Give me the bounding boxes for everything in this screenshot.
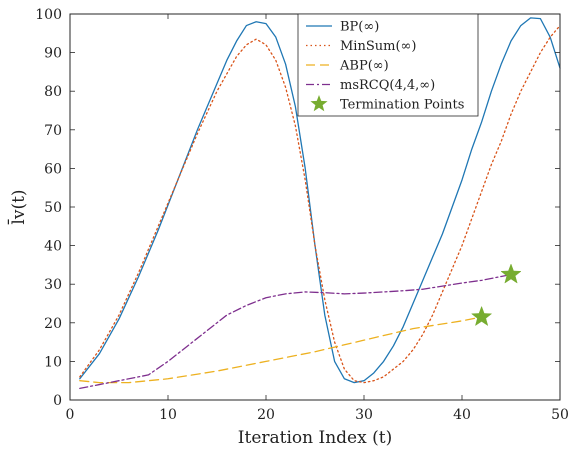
y-tick-label: 80 [44,84,62,100]
legend-label-0: BP(∞) [340,20,379,35]
y-tick-label: 10 [44,354,62,370]
legend-label-2: ABP(∞) [339,59,389,74]
series-line-1 [79,24,561,384]
termination-point-star [500,263,522,284]
legend-label-3: msRCQ(4,4,∞) [340,78,435,93]
y-tick-label: 40 [44,239,62,255]
y-tick-label: 50 [44,200,62,216]
x-tick-label: 50 [551,407,569,423]
y-tick-labels: 0 10 20 30 40 50 60 70 80 90 100 [35,7,62,409]
x-tick-label: 30 [355,407,373,423]
x-tick-label: 20 [257,407,275,423]
x-tick-label: 10 [159,407,177,423]
legend-label-1: MinSum(∞) [340,39,416,54]
y-tick-label: 30 [44,277,62,293]
series-line-0 [79,17,561,384]
legend-star-icon [310,95,328,112]
y-tick-label: 70 [44,123,62,139]
y-tick-label: 90 [44,46,62,62]
y-tick-label: 100 [35,7,62,23]
termination-markers [470,263,522,327]
y-tick-label: 60 [44,161,62,177]
x-tick-labels: 0 10 20 30 40 50 [66,407,569,423]
legend-label-4: Termination Points [340,98,464,113]
x-tick-label: 40 [453,407,471,423]
x-tick-label: 0 [66,407,75,423]
legend: BP(∞) MinSum(∞) ABP(∞) msRCQ(4,4,∞) Terminat… [297,13,479,117]
y-axis-label: l̄v(t) [6,189,29,224]
termination-point-star [470,305,493,327]
series-line-3 [79,273,512,390]
x-axis-label: Iteration Index (t) [238,428,392,448]
y-tick-label: 0 [53,393,62,409]
y-tick-label: 20 [44,316,62,332]
series-line-2 [79,316,483,384]
series-layer [79,17,561,390]
